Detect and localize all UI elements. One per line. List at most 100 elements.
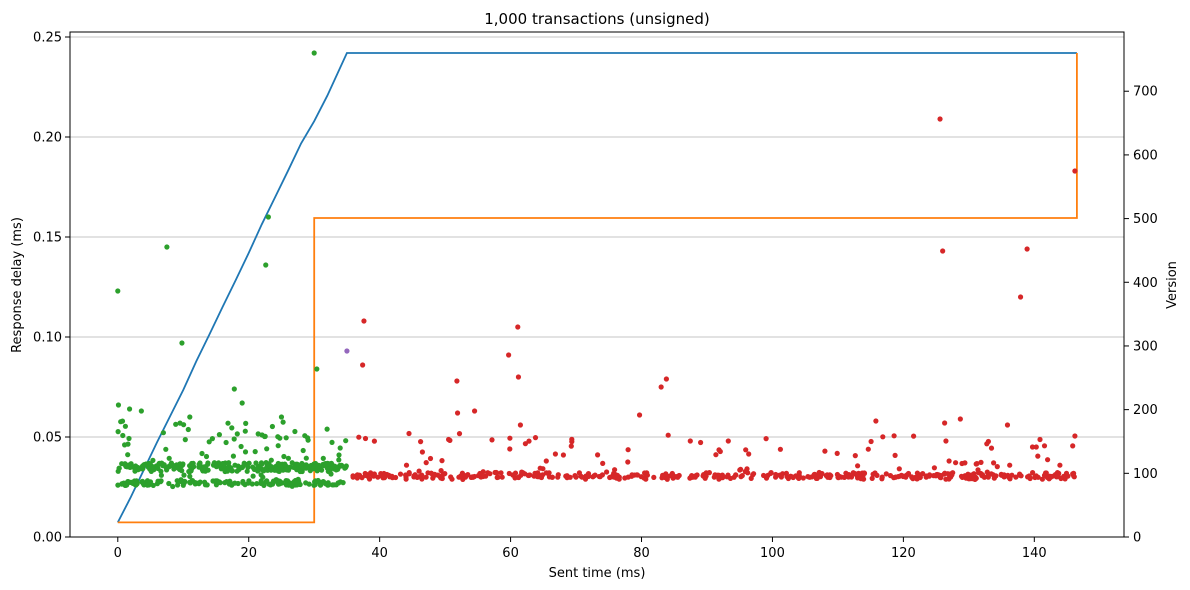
data-point — [1072, 433, 1078, 439]
data-point — [258, 472, 264, 478]
data-point — [121, 480, 127, 486]
data-point — [419, 449, 425, 455]
data-point — [235, 480, 241, 487]
data-point — [579, 474, 585, 480]
data-point — [858, 476, 864, 482]
data-point — [525, 472, 531, 478]
y-tick-label: 0.15 — [33, 231, 62, 246]
x-tick-label: 80 — [633, 546, 650, 561]
data-point — [406, 430, 412, 437]
version-lines — [116, 52, 1078, 524]
chart-title: 1,000 transactions (unsigned) — [484, 10, 710, 28]
data-point — [300, 447, 306, 454]
data-point — [965, 471, 971, 477]
data-point — [454, 410, 461, 416]
data-point — [289, 460, 295, 466]
data-point — [275, 434, 281, 440]
data-point — [115, 429, 121, 435]
data-point — [147, 466, 153, 472]
data-point — [957, 416, 963, 422]
data-point — [739, 473, 745, 479]
data-point — [125, 452, 131, 458]
data-point — [206, 439, 212, 445]
data-point — [743, 447, 749, 453]
data-point — [643, 476, 649, 482]
data-point — [549, 474, 556, 480]
data-point — [282, 462, 288, 468]
data-point — [675, 474, 681, 480]
data-point — [658, 384, 664, 390]
data-point — [115, 482, 121, 488]
data-point — [147, 479, 154, 485]
data-point — [275, 443, 281, 449]
data-point — [337, 462, 343, 468]
data-point — [800, 475, 806, 481]
data-point — [898, 472, 905, 478]
data-point — [880, 434, 886, 440]
data-point — [573, 474, 579, 480]
data-point — [264, 463, 270, 469]
data-point — [196, 464, 202, 470]
data-point — [279, 480, 285, 486]
data-point — [991, 460, 997, 466]
data-point — [828, 473, 834, 479]
y-tick-label: 0.25 — [33, 31, 62, 46]
y-tick-label: 0.10 — [33, 331, 62, 346]
data-point — [360, 362, 366, 368]
data-point — [515, 474, 522, 480]
data-point — [255, 431, 261, 437]
data-point — [499, 474, 505, 480]
data-point — [388, 473, 394, 480]
data-point — [563, 473, 569, 479]
data-point — [242, 449, 249, 455]
data-point — [636, 412, 643, 418]
data-point — [905, 470, 912, 477]
data-point — [343, 438, 349, 444]
data-point — [278, 466, 284, 472]
data-point — [560, 452, 567, 458]
data-point — [454, 378, 460, 384]
data-point — [202, 482, 208, 488]
data-point — [515, 374, 522, 380]
data-point — [487, 471, 493, 477]
data-point — [166, 455, 172, 461]
data-point — [896, 466, 902, 472]
y-tick-label: 0.20 — [33, 131, 62, 146]
data-point — [232, 462, 238, 468]
data-point — [868, 438, 874, 445]
data-point — [586, 473, 592, 479]
data-point — [716, 472, 722, 478]
data-point — [1063, 470, 1070, 476]
data-point — [616, 476, 622, 482]
data-point — [733, 472, 739, 478]
data-point — [158, 472, 164, 478]
data-point — [239, 400, 245, 406]
data-point — [777, 446, 784, 452]
data-point — [118, 419, 124, 425]
data-point — [252, 449, 258, 455]
data-point — [320, 479, 326, 485]
data-point — [568, 443, 574, 449]
data-point — [612, 474, 618, 480]
data-point — [440, 472, 446, 478]
data-point — [748, 475, 754, 481]
data-point — [362, 472, 369, 478]
data-point — [160, 430, 166, 436]
data-point — [854, 471, 860, 478]
data-point — [250, 473, 256, 479]
data-point — [229, 425, 235, 431]
data-point — [1024, 246, 1030, 252]
data-point — [115, 288, 121, 294]
data-point — [1026, 474, 1033, 480]
data-point — [170, 463, 176, 470]
y2-tick-label: 600 — [1133, 148, 1158, 163]
data-point — [230, 453, 236, 459]
data-point — [526, 438, 532, 444]
data-point — [507, 446, 513, 452]
data-point — [940, 248, 946, 254]
data-point — [314, 366, 320, 372]
data-point — [336, 457, 342, 463]
data-point — [737, 467, 743, 473]
data-point — [942, 470, 948, 476]
data-point — [297, 468, 303, 475]
